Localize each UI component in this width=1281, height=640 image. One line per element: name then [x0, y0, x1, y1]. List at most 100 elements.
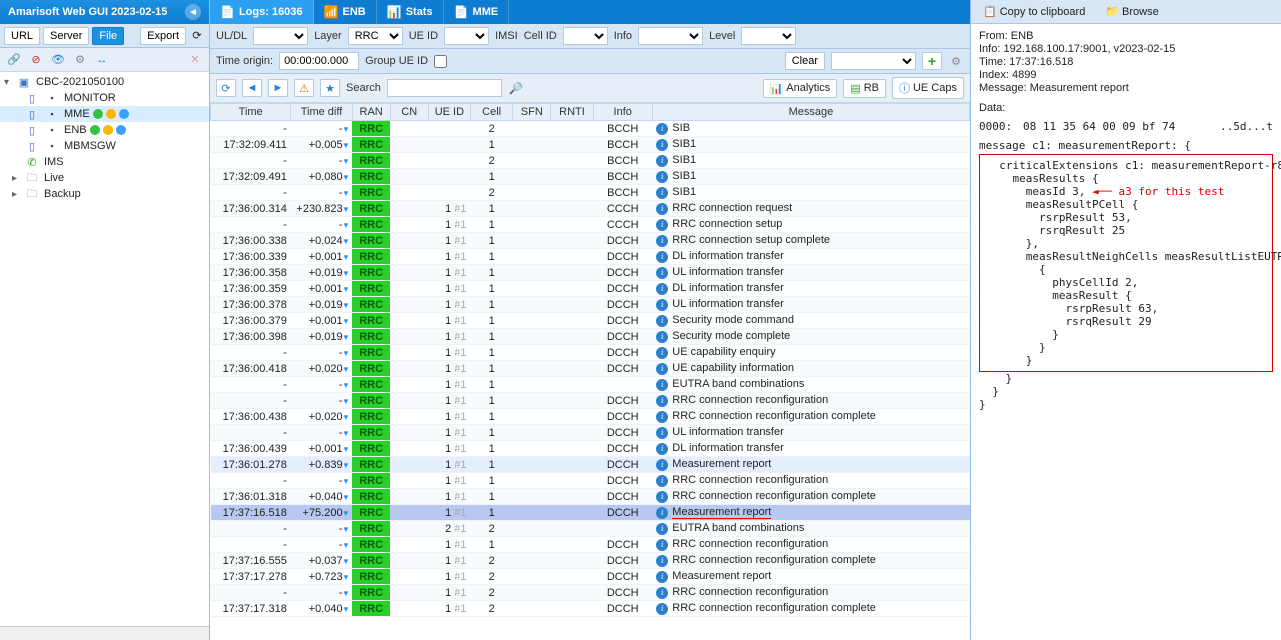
- url-button[interactable]: URL: [4, 27, 40, 45]
- table-row[interactable]: 17:36:00.438+0.020▾RRC1 #11DCCHiRRC conn…: [211, 409, 970, 425]
- table-row[interactable]: 17:36:00.359+0.001▾RRC1 #11DCCHiDL infor…: [211, 281, 970, 297]
- rb-button[interactable]: ▤RB: [843, 79, 886, 98]
- table-row[interactable]: --▾RRC1 #11DCCHiRRC connection reconfigu…: [211, 393, 970, 409]
- tree-item-mme[interactable]: ▯▪MME: [0, 106, 209, 122]
- hex-dump: 0000: 08 11 35 64 00 09 bf 74 ..5d...t: [979, 120, 1273, 133]
- copy-button[interactable]: 📋Copy to clipboard: [977, 3, 1091, 20]
- level-select[interactable]: [741, 27, 796, 45]
- table-row[interactable]: --▾RRC1 #11CCCHiRRC connection setup: [211, 217, 970, 233]
- gear-icon[interactable]: ⚙: [948, 53, 964, 69]
- refresh-icon[interactable]: ⟳: [189, 28, 205, 44]
- next-button[interactable]: ►: [268, 79, 288, 97]
- eye-icon[interactable]: 👁: [50, 52, 66, 68]
- collapse-left-icon[interactable]: ◄: [185, 4, 201, 20]
- table-row[interactable]: 17:37:16.518+75.200▾RRC1 #11DCCHiMeasure…: [211, 505, 970, 521]
- col-info[interactable]: Info: [593, 104, 652, 121]
- layer-select[interactable]: RRC: [348, 27, 403, 45]
- table-row[interactable]: --▾RRC1 #11DCCHiUL information transfer: [211, 425, 970, 441]
- export-button[interactable]: Export: [140, 27, 186, 45]
- cell-cn: [390, 201, 428, 217]
- tree-item-mbmsgw[interactable]: ▯▪MBMSGW: [0, 138, 209, 154]
- col-time-diff[interactable]: Time diff: [291, 104, 352, 121]
- tree-root[interactable]: ▾ ▣ CBC-2021050100: [0, 74, 209, 90]
- table-row[interactable]: 17:36:00.338+0.024▾RRC1 #11DCCHiRRC conn…: [211, 233, 970, 249]
- link-icon[interactable]: 🔗: [6, 52, 22, 68]
- table-row[interactable]: 17:36:00.378+0.019▾RRC1 #11DCCHiUL infor…: [211, 297, 970, 313]
- table-row[interactable]: 17:32:09.411+0.005▾RRC1BCCHiSIB1: [211, 137, 970, 153]
- tree-item-monitor[interactable]: ▯▪MONITOR: [0, 90, 209, 106]
- add-filter-button[interactable]: +: [922, 52, 942, 70]
- table-row[interactable]: 17:37:16.555+0.037▾RRC1 #12DCCHiRRC conn…: [211, 553, 970, 569]
- search-input[interactable]: [387, 79, 502, 97]
- cell-msg: iRRC connection reconfiguration: [652, 393, 969, 409]
- table-row[interactable]: 17:36:00.418+0.020▾RRC1 #11DCCHiUE capab…: [211, 361, 970, 377]
- col-time[interactable]: Time: [211, 104, 291, 121]
- col-ran[interactable]: RAN: [352, 104, 390, 121]
- server-button[interactable]: Server: [43, 27, 89, 45]
- tab-stats[interactable]: 📊Stats: [377, 0, 444, 24]
- col-rnti[interactable]: RNTI: [551, 104, 593, 121]
- table-row[interactable]: 17:36:00.339+0.001▾RRC1 #11DCCHiDL infor…: [211, 249, 970, 265]
- table-row[interactable]: --▾RRC1 #11DCCHiRRC connection reconfigu…: [211, 537, 970, 553]
- cell-cell: 1: [471, 537, 513, 553]
- browse-button[interactable]: 📁Browse: [1099, 3, 1164, 20]
- col-ue-id[interactable]: UE ID: [428, 104, 470, 121]
- table-row[interactable]: 17:36:01.318+0.040▾RRC1 #11DCCHiRRC conn…: [211, 489, 970, 505]
- cog-icon[interactable]: ⚙: [72, 52, 88, 68]
- time-origin-input[interactable]: [279, 52, 359, 70]
- table-row[interactable]: 17:36:00.314+230.823▾RRC1 #11CCCHiRRC co…: [211, 201, 970, 217]
- info-label: Info: [614, 30, 632, 42]
- refresh-button[interactable]: ⟳: [216, 79, 236, 97]
- analytics-button[interactable]: 📊Analytics: [763, 79, 838, 98]
- saved-filter-select[interactable]: [831, 52, 916, 70]
- binoculars-icon[interactable]: 🔎: [508, 80, 524, 96]
- bookmark-button[interactable]: ★: [320, 79, 340, 97]
- table-row[interactable]: --▾RRC2BCCHiSIB: [211, 121, 970, 137]
- cell-cell: 1: [471, 233, 513, 249]
- tree-item-enb[interactable]: ▯▪ENB: [0, 122, 209, 138]
- col-cn[interactable]: CN: [390, 104, 428, 121]
- stop-icon[interactable]: ⊘: [28, 52, 44, 68]
- cell-ueid: [428, 121, 470, 137]
- col-cell[interactable]: Cell: [471, 104, 513, 121]
- table-row[interactable]: --▾RRC1 #11DCCHiRRC connection reconfigu…: [211, 473, 970, 489]
- clear-button[interactable]: Clear: [785, 52, 825, 70]
- close-icon[interactable]: ✕: [187, 52, 203, 68]
- table-row[interactable]: 17:36:00.398+0.019▾RRC1 #11DCCHiSecurity…: [211, 329, 970, 345]
- cell-cell: 1: [471, 457, 513, 473]
- table-row[interactable]: 17:36:00.379+0.001▾RRC1 #11DCCHiSecurity…: [211, 313, 970, 329]
- comp-icon: ▪: [44, 107, 60, 121]
- table-row[interactable]: --▾RRC2BCCHiSIB1: [211, 153, 970, 169]
- table-row[interactable]: 17:37:17.278+0.723▾RRC1 #12DCCHiMeasurem…: [211, 569, 970, 585]
- tree-backup[interactable]: ▸ 🗀 Backup: [0, 186, 209, 202]
- table-row[interactable]: 17:32:09.491+0.080▾RRC1BCCHiSIB1: [211, 169, 970, 185]
- table-row[interactable]: 17:36:00.439+0.001▾RRC1 #11DCCHiDL infor…: [211, 441, 970, 457]
- group-ue-checkbox[interactable]: [434, 55, 447, 68]
- info-icon: i: [656, 603, 668, 615]
- tab-enb[interactable]: 📶ENB: [314, 0, 377, 24]
- ueid-select[interactable]: [444, 27, 489, 45]
- table-row[interactable]: --▾RRC2BCCHiSIB1: [211, 185, 970, 201]
- col-sfn[interactable]: SFN: [513, 104, 551, 121]
- table-row[interactable]: --▾RRC2 #12iEUTRA band combinations: [211, 521, 970, 537]
- info-select[interactable]: [638, 27, 703, 45]
- cell-sfn: [513, 201, 551, 217]
- table-row[interactable]: --▾RRC1 #11DCCHiUE capability enquiry: [211, 345, 970, 361]
- uldl-select[interactable]: [253, 27, 308, 45]
- table-row[interactable]: 17:36:00.358+0.019▾RRC1 #11DCCHiUL infor…: [211, 265, 970, 281]
- expand-icon[interactable]: ↔: [94, 52, 110, 68]
- table-row[interactable]: 17:37:17.318+0.040▾RRC1 #12DCCHiRRC conn…: [211, 601, 970, 617]
- tab-logs-16036[interactable]: 📄Logs: 16036: [210, 0, 314, 24]
- table-scroll[interactable]: TimeTime diffRANCNUE IDCellSFNRNTIInfoMe…: [210, 103, 970, 640]
- table-row[interactable]: --▾RRC1 #11iEUTRA band combinations: [211, 377, 970, 393]
- hscroll[interactable]: [0, 626, 209, 640]
- table-row[interactable]: --▾RRC1 #12DCCHiRRC connection reconfigu…: [211, 585, 970, 601]
- col-message[interactable]: Message: [652, 104, 969, 121]
- file-button[interactable]: File: [92, 27, 124, 45]
- tab-mme[interactable]: 📄MME: [444, 0, 510, 24]
- table-row[interactable]: 17:36:01.278+0.839▾RRC1 #11DCCHiMeasurem…: [211, 457, 970, 473]
- cellid-select[interactable]: [563, 27, 608, 45]
- uecaps-button[interactable]: ⓘUE Caps: [892, 77, 964, 99]
- prev-button[interactable]: ◄: [242, 79, 262, 97]
- warn-button[interactable]: ⚠: [294, 79, 314, 97]
